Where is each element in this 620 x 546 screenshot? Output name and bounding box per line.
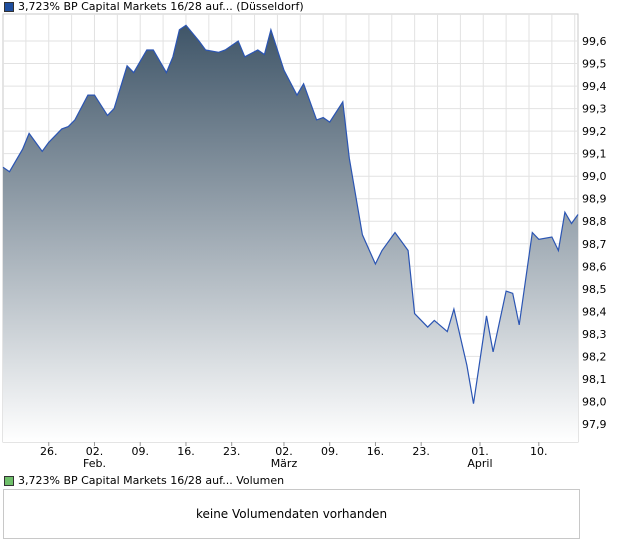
x-tick-label: 16. [177,445,195,458]
volume-panel: keine Volumendaten vorhanden [3,489,580,539]
y-tick-label: 99,3 [582,103,607,116]
y-axis-ticks: 97,9 98,0 98,1 98,2 98,3 98,4 98,5 98,6 98,7 98,8… [582,35,607,431]
y-tick-label: 98,2 [582,350,607,363]
x-tick-label: 01. [471,445,489,458]
y-tick-label: 98,0 [582,395,607,408]
x-tick-label: 09. [131,445,149,458]
y-tick-label: 98,6 [582,260,607,273]
price-chart: 97,9 98,0 98,1 98,2 98,3 98,4 98,5 98,6 98,7 98,8… [2,13,607,470]
x-tick-label: 23. [223,445,241,458]
x-tick-label: 09. [321,445,339,458]
volume-legend-swatch [4,476,14,486]
y-tick-label: 99,4 [582,80,607,93]
y-tick-label: 98,3 [582,328,607,341]
y-tick-label: 99,5 [582,58,607,71]
y-tick-label: 98,4 [582,305,607,318]
volume-legend: 3,723% BP Capital Markets 16/28 auf... V… [4,474,284,488]
y-tick-label: 98,5 [582,283,607,296]
x-tick-label: 16. [367,445,385,458]
x-month-label: April [467,457,492,470]
y-tick-label: 98,7 [582,238,607,251]
price-line [2,24,579,404]
price-legend-swatch [4,2,14,12]
y-tick-label: 97,9 [582,418,607,431]
x-tick-label: 02. [275,445,293,458]
price-area [3,25,578,443]
price-legend: 3,723% BP Capital Markets 16/28 auf... (… [4,0,304,14]
volume-empty-message: keine Volumendaten vorhanden [195,507,388,521]
x-tick-label: 02. [86,445,104,458]
y-tick-label: 99,2 [582,125,607,138]
y-tick-label: 98,9 [582,193,607,206]
x-tick-label: 26. [40,445,58,458]
y-tick-label: 98,1 [582,373,607,386]
x-tick-label: 10. [530,445,548,458]
y-tick-label: 99,6 [582,35,607,48]
price-legend-label: 3,723% BP Capital Markets 16/28 auf... (… [18,0,304,13]
volume-legend-label: 3,723% BP Capital Markets 16/28 auf... V… [18,474,285,487]
x-month-label: Feb. [83,457,106,470]
y-tick-label: 99,0 [582,170,607,183]
x-month-label: März [271,457,298,470]
y-tick-label: 98,8 [582,215,607,228]
x-tick-label: 23. [412,445,430,458]
y-tick-label: 99,1 [582,148,607,161]
